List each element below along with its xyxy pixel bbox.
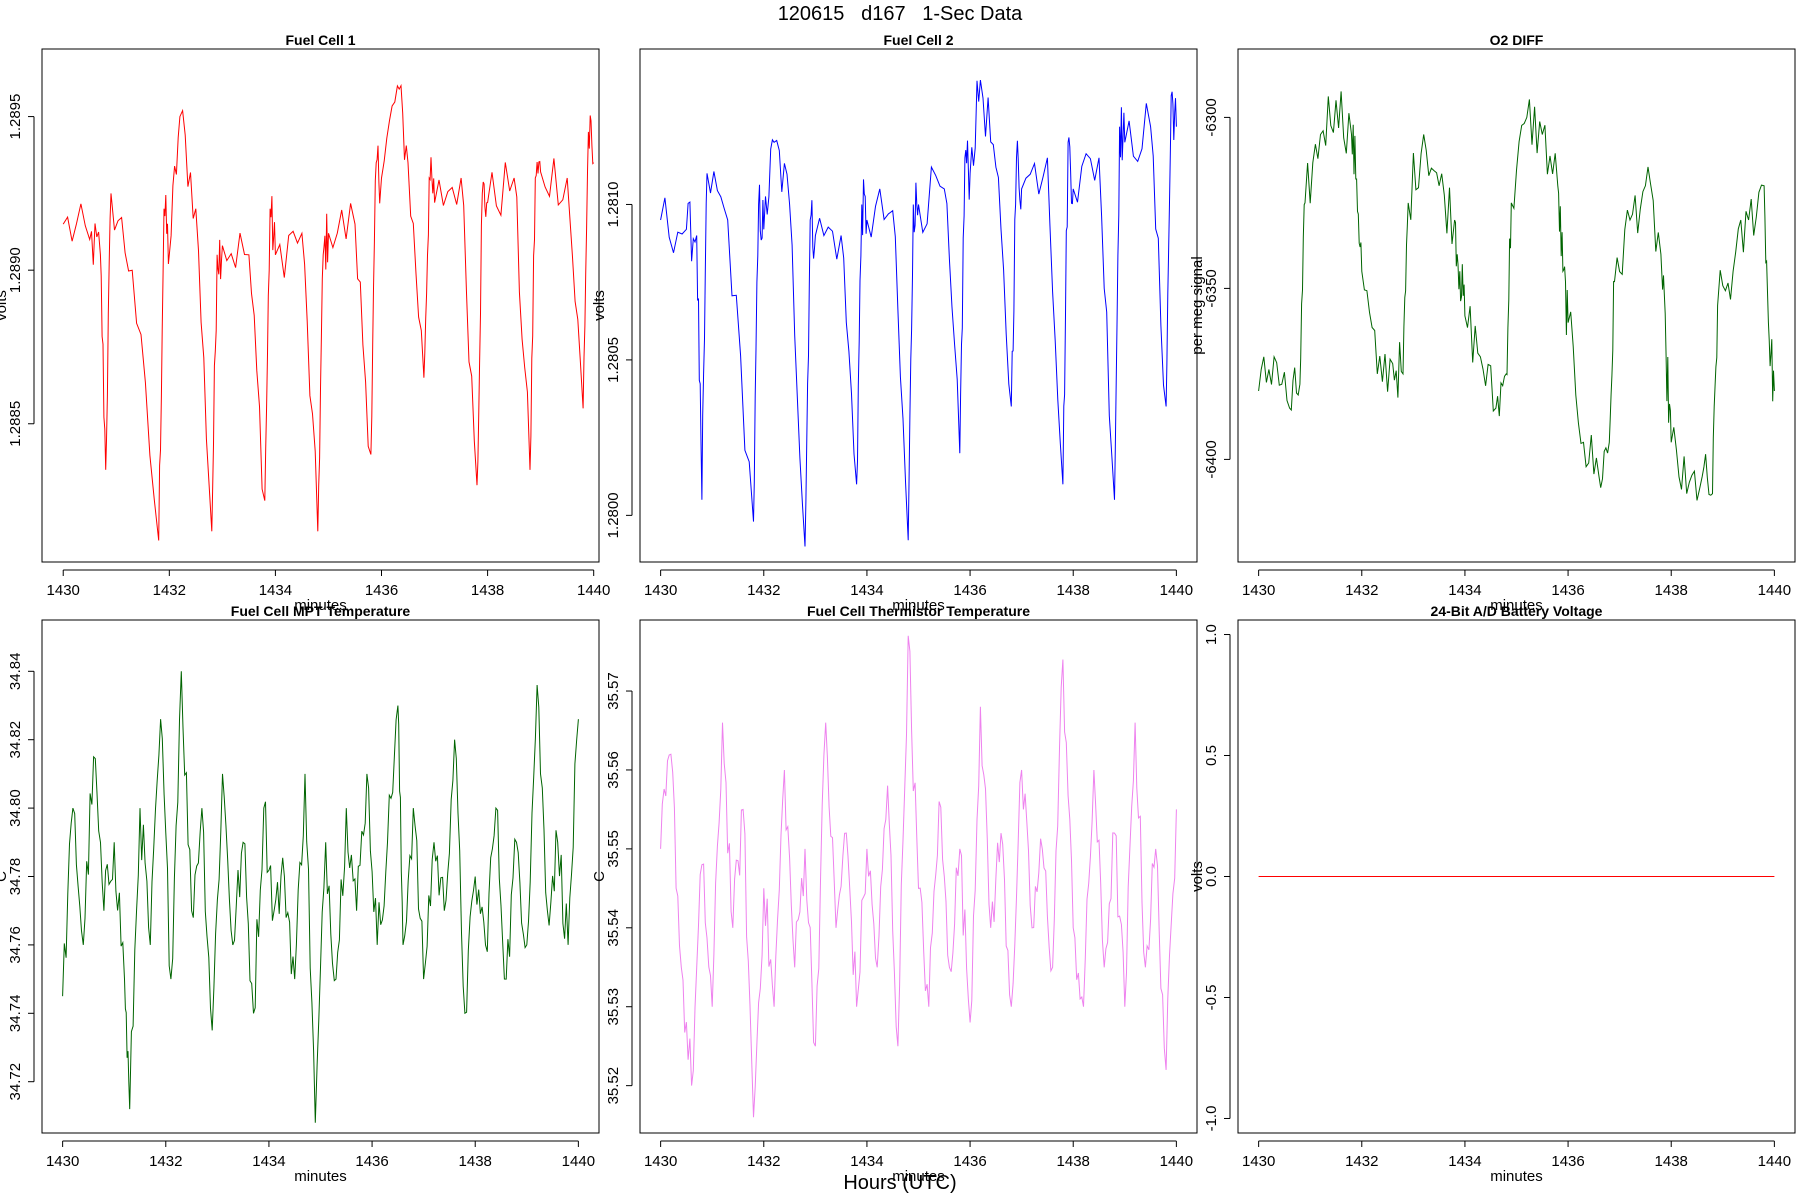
y-tick-label: 34.82: [7, 721, 24, 759]
x-tick-label: 1430: [1242, 1153, 1275, 1170]
y-tick-label: 34.76: [7, 926, 24, 964]
x-axis-label: minutes: [1490, 597, 1543, 614]
plot-frame: [1237, 619, 1796, 1134]
y-tick-label: 1.2885: [7, 401, 24, 447]
x-axis-label: minutes: [1490, 1168, 1543, 1185]
y-axis-label: C: [591, 871, 608, 882]
y-tick-label: 1.2800: [605, 492, 622, 538]
y-tick-label: -6350: [1203, 269, 1220, 307]
x-tick-label: 1432: [149, 1153, 182, 1170]
y-tick-label: 35.52: [605, 1067, 622, 1105]
plot-frame: [1237, 48, 1796, 563]
y-axis-label: per meg signal: [1189, 256, 1206, 354]
y-tick-label: 34.80: [7, 789, 24, 827]
panel-title: Fuel Cell 2: [883, 32, 953, 48]
x-tick-label: 1438: [471, 582, 504, 599]
x-tick-label: 1434: [850, 1153, 883, 1170]
plot-frame: [41, 48, 600, 563]
y-tick-label: 34.84: [7, 653, 24, 691]
y-tick-label: 35.53: [605, 988, 622, 1026]
x-tick-label: 1434: [252, 1153, 285, 1170]
y-tick-label: -0.5: [1203, 985, 1220, 1011]
x-tick-label: 1436: [953, 1153, 986, 1170]
figure-caption: Hours (UTC): [843, 1172, 957, 1194]
figure-title: 120615 d167 1-Sec Data: [777, 3, 1023, 25]
y-tick-label: 35.55: [605, 830, 622, 868]
y-axis-label: volts: [1189, 861, 1206, 892]
y-tick-label: 34.72: [7, 1063, 24, 1101]
x-axis-label: minutes: [294, 597, 347, 614]
x-tick-label: 1438: [1057, 582, 1090, 599]
y-tick-label: 35.56: [605, 751, 622, 789]
y-tick-label: 34.74: [7, 995, 24, 1033]
y-tick-label: 1.2890: [7, 247, 24, 293]
series-line: [660, 80, 1177, 547]
y-axis-label: volts: [591, 290, 608, 321]
panel-title: Fuel Cell MPT Temperature: [231, 603, 411, 619]
y-tick-label: 35.57: [605, 672, 622, 710]
x-tick-label: 1440: [577, 582, 610, 599]
x-tick-label: 1436: [365, 582, 398, 599]
x-tick-label: 1430: [46, 1153, 79, 1170]
x-tick-label: 1438: [1655, 582, 1688, 599]
x-axis-label: minutes: [892, 597, 945, 614]
series-line: [1258, 91, 1775, 501]
y-tick-label: 1.0: [1203, 624, 1220, 645]
y-tick-label: 1.2805: [605, 337, 622, 383]
panel-title: O2 DIFF: [1490, 32, 1544, 48]
x-tick-label: 1440: [1160, 1153, 1193, 1170]
x-tick-label: 1434: [850, 582, 883, 599]
panel-title: Fuel Cell 1: [285, 32, 355, 48]
plot-frame: [639, 619, 1198, 1134]
x-tick-label: 1432: [1345, 1153, 1378, 1170]
y-tick-label: 1.2895: [7, 94, 24, 140]
x-tick-label: 1434: [1448, 582, 1481, 599]
x-tick-label: 1430: [47, 582, 80, 599]
panel-title: 24-Bit A/D Battery Voltage: [1431, 603, 1603, 619]
x-tick-label: 1438: [1057, 1153, 1090, 1170]
x-tick-label: 1430: [644, 1153, 677, 1170]
plot-frame: [639, 48, 1198, 563]
y-axis-label: C: [0, 871, 10, 882]
y-tick-label: -6400: [1203, 440, 1220, 478]
x-tick-label: 1440: [1758, 1153, 1791, 1170]
x-tick-label: 1436: [355, 1153, 388, 1170]
x-tick-label: 1440: [1160, 582, 1193, 599]
y-tick-label: -1.0: [1203, 1106, 1220, 1132]
y-tick-label: 35.54: [605, 909, 622, 947]
x-tick-label: 1440: [562, 1153, 595, 1170]
x-tick-label: 1430: [644, 582, 677, 599]
x-tick-label: 1434: [259, 582, 292, 599]
x-tick-label: 1440: [1758, 582, 1791, 599]
x-tick-label: 1432: [153, 582, 186, 599]
y-tick-label: -6300: [1203, 98, 1220, 136]
y-tick-label: 0.0: [1203, 866, 1220, 887]
x-tick-label: 1432: [747, 582, 780, 599]
y-tick-label: 1.2810: [605, 182, 622, 228]
y-tick-label: 0.5: [1203, 745, 1220, 766]
x-tick-label: 1436: [1551, 582, 1584, 599]
x-tick-label: 1430: [1242, 582, 1275, 599]
x-tick-label: 1436: [1551, 1153, 1584, 1170]
y-axis-label: volts: [0, 290, 10, 321]
y-tick-label: 34.78: [7, 858, 24, 896]
series-line: [62, 671, 579, 1123]
panel-title: Fuel Cell Thermistor Temperature: [807, 603, 1030, 619]
x-axis-label: minutes: [294, 1168, 347, 1185]
x-tick-label: 1432: [1345, 582, 1378, 599]
x-tick-label: 1436: [953, 582, 986, 599]
x-tick-label: 1438: [1655, 1153, 1688, 1170]
x-tick-label: 1434: [1448, 1153, 1481, 1170]
x-tick-label: 1432: [747, 1153, 780, 1170]
series-line: [660, 635, 1177, 1118]
series-line: [62, 83, 595, 541]
x-axis-label: minutes: [892, 1168, 945, 1185]
plot-frame: [41, 619, 600, 1134]
x-tick-label: 1438: [459, 1153, 492, 1170]
